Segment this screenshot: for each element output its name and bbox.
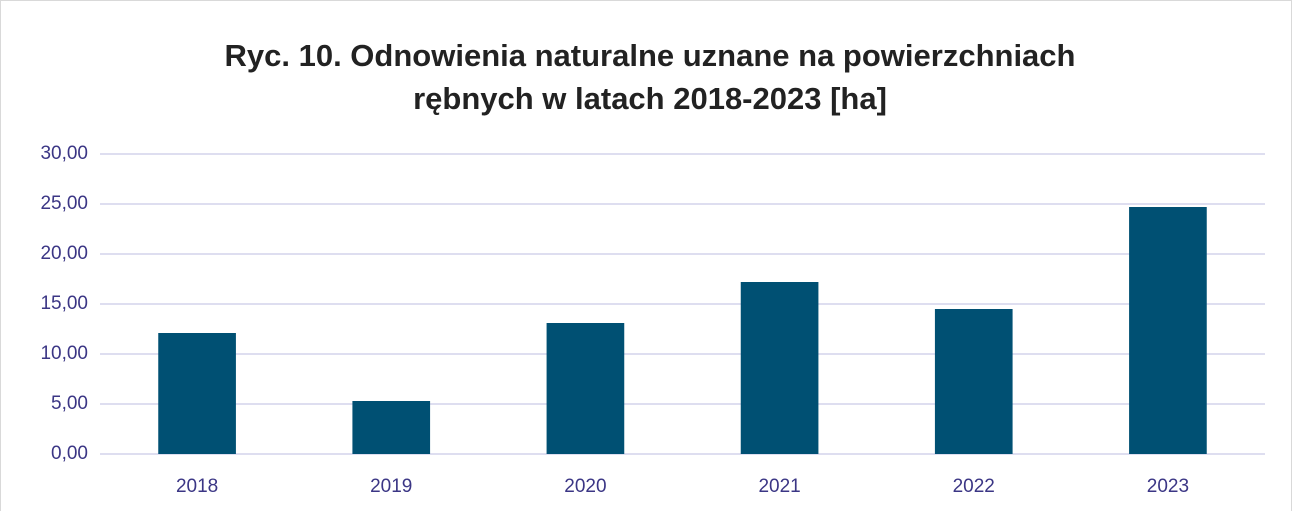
x-tick-label: 2022 — [953, 476, 995, 497]
bar — [740, 282, 819, 454]
bar — [158, 333, 236, 454]
bar — [1129, 207, 1207, 454]
bar — [934, 309, 1013, 454]
x-tick-label: 2020 — [564, 476, 606, 497]
y-tick-label: 20,00 — [40, 243, 88, 264]
x-tick-label: 2021 — [758, 476, 800, 497]
y-tick-label: 15,00 — [40, 293, 88, 314]
chart-title: Ryc. 10. Odnowienia naturalne uznane na … — [225, 38, 1076, 73]
y-tick-label: 5,00 — [51, 393, 88, 414]
x-tick-label: 2019 — [370, 476, 412, 497]
y-tick-label: 10,00 — [40, 343, 88, 364]
chart-title: rębnych w latach 2018-2023 [ha] — [413, 81, 887, 116]
bar — [352, 401, 431, 454]
x-tick-label: 2023 — [1147, 476, 1189, 497]
bar — [546, 323, 625, 454]
x-tick-label: 2018 — [176, 476, 218, 497]
y-tick-label: 0,00 — [51, 443, 88, 464]
y-tick-label: 25,00 — [40, 193, 88, 214]
y-tick-label: 30,00 — [40, 143, 88, 164]
